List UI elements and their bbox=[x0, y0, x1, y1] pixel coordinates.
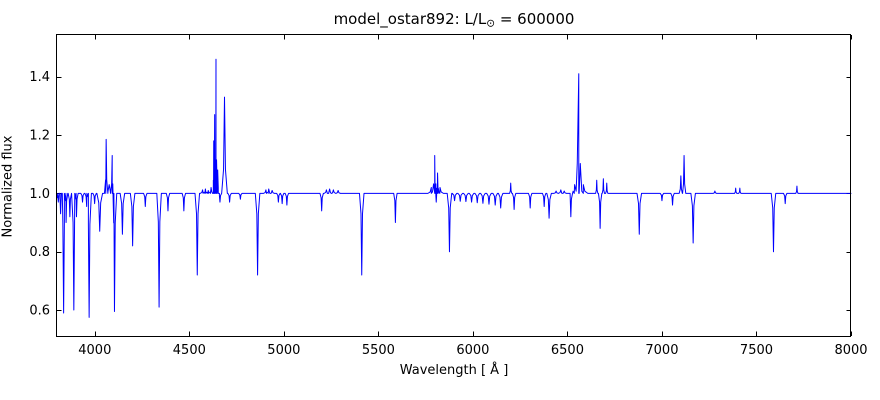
x-tick-label: 6000 bbox=[456, 343, 489, 358]
x-tick-label: 7500 bbox=[740, 343, 773, 358]
x-tick-label: 8000 bbox=[834, 343, 867, 358]
y-tick-label: 1.4 bbox=[29, 70, 50, 85]
spectrum-line bbox=[56, 58, 852, 318]
figure-title-main: model_ostar892: L/L bbox=[333, 10, 487, 28]
x-tick-label: 5500 bbox=[362, 343, 395, 358]
axis-ticks bbox=[57, 35, 852, 336]
x-tick-label: 4000 bbox=[78, 343, 111, 358]
y-tick-label: 1.2 bbox=[29, 129, 50, 144]
x-tick-label: 7000 bbox=[645, 343, 678, 358]
figure-title: model_ostar892: L/L⊙ = 600000 bbox=[57, 10, 851, 29]
x-tick-label: 5000 bbox=[267, 343, 300, 358]
y-tick-label: 1.0 bbox=[29, 187, 50, 202]
x-tick-label: 6500 bbox=[551, 343, 584, 358]
tick-labels: 4000 4500 5000 5500 6000 6500 7000 7500 8000 0.6 0… bbox=[29, 70, 867, 358]
plot-frame bbox=[56, 34, 851, 337]
y-tick-label: 0.6 bbox=[29, 304, 50, 319]
y-tick-label: 0.8 bbox=[29, 245, 50, 260]
x-axis-label: Wavelength [ Å ] bbox=[399, 363, 509, 378]
figure-title-tail: = 600000 bbox=[495, 10, 575, 28]
x-tick-label: 4500 bbox=[173, 343, 206, 358]
sun-symbol: ⊙ bbox=[486, 17, 496, 30]
y-axis-label: Normalized flux bbox=[0, 135, 16, 238]
